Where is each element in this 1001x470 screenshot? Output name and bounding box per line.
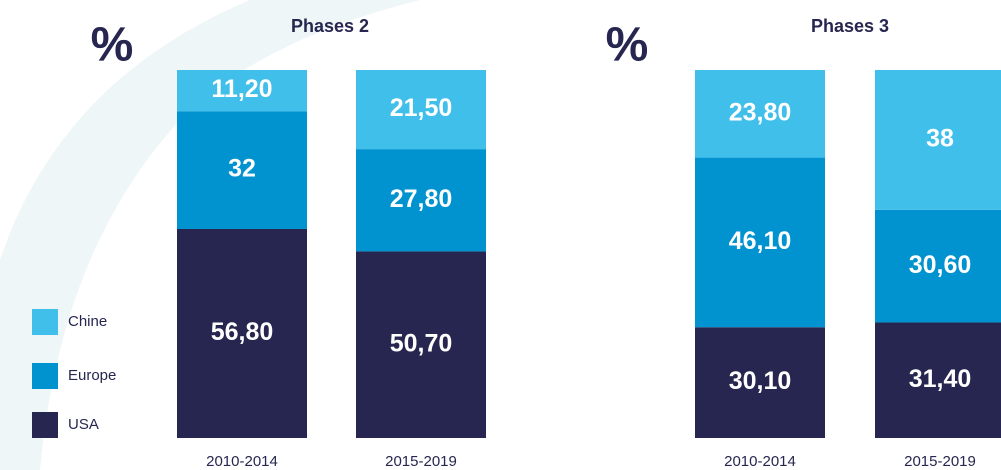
background-shape <box>0 0 420 470</box>
data-label: 30,10 <box>729 367 792 395</box>
bar-segment <box>356 251 486 438</box>
data-label: 27,80 <box>390 185 453 213</box>
bar-segment <box>177 228 307 438</box>
bar-segment <box>875 70 1001 210</box>
bar-segment <box>177 70 307 112</box>
bar-segment <box>875 209 1001 323</box>
bar-segment <box>356 70 486 150</box>
legend-label: Chine <box>68 313 107 330</box>
data-label: 46,10 <box>729 227 792 255</box>
x-tick-label: 2010-2014 <box>724 453 796 470</box>
data-label: 30,60 <box>909 251 972 279</box>
data-label: 21,50 <box>390 94 453 122</box>
legend-swatch <box>32 363 58 389</box>
x-tick-label: 2015-2019 <box>904 453 976 470</box>
x-tick-label: 2015-2019 <box>385 453 457 470</box>
unit-label: % <box>91 19 134 72</box>
chart-title: Phases 3 <box>811 16 889 36</box>
data-label: 50,70 <box>390 329 453 357</box>
bar-segment <box>695 327 825 438</box>
bar-segment <box>177 111 307 229</box>
bar-segment <box>695 157 825 328</box>
data-label: 11,20 <box>211 75 272 103</box>
data-label: 56,80 <box>211 318 274 346</box>
legend-label: USA <box>68 416 99 433</box>
legend-label: Europe <box>68 367 116 384</box>
bar-segment <box>875 322 1001 438</box>
bar-segment <box>356 149 486 252</box>
data-label: 23,80 <box>729 98 792 126</box>
data-label: 31,40 <box>909 365 972 393</box>
x-tick-label: 2010-2014 <box>206 453 278 470</box>
data-label: 38 <box>926 125 954 153</box>
unit-label: % <box>606 19 649 72</box>
data-label: 32 <box>228 155 256 183</box>
legend-swatch <box>32 309 58 335</box>
legend-swatch <box>32 412 58 438</box>
bar-segment <box>695 70 825 158</box>
chart-title: Phases 2 <box>291 16 369 36</box>
